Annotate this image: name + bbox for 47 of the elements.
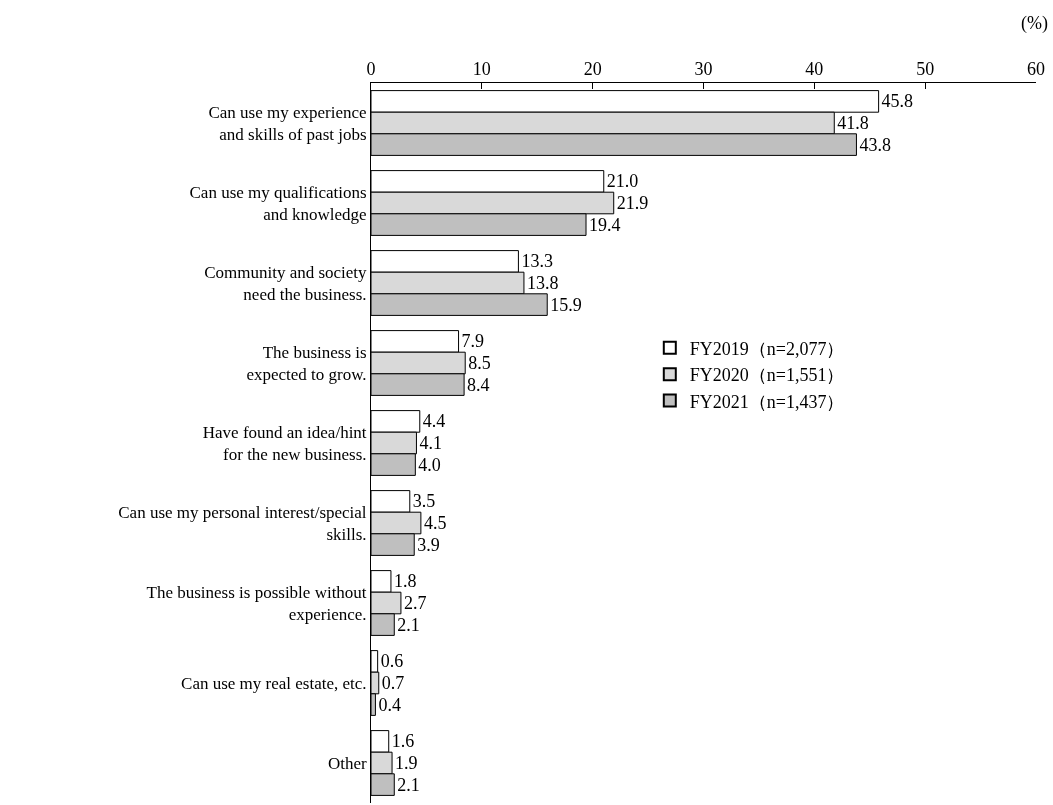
x-tick-label: 40: [805, 58, 824, 79]
x-tick-label: 20: [583, 58, 602, 79]
data-label: 0.6: [380, 651, 404, 672]
x-tick-label: 0: [366, 58, 376, 79]
x-tick-label: 60: [1027, 58, 1045, 79]
data-label: 1.8: [393, 571, 417, 592]
y-tick-label: Can use my personal interest/special skills.: [118, 502, 367, 544]
legend-label: FY2020（n=1,551）: [689, 365, 845, 386]
data-label: 3.9: [417, 534, 440, 555]
data-label: 2.7: [403, 593, 427, 613]
y-tick-label: Community and society need the business.: [204, 262, 368, 304]
data-label: 13.3: [521, 251, 553, 272]
y-tick-label: Can use my qualifications and knowledge: [189, 182, 367, 224]
data-label: 21.9: [616, 193, 649, 213]
data-label: 19.4: [589, 214, 621, 235]
data-label: 4.1: [419, 433, 442, 453]
text: (%): [1021, 13, 1048, 34]
data-label: 15.9: [550, 294, 582, 315]
data-label: 4.5: [423, 513, 447, 533]
data-label: 1.9: [395, 753, 418, 773]
x-tick-label: 50: [916, 58, 935, 79]
data-label: 8.5: [468, 353, 491, 373]
data-label: 21.0: [606, 171, 639, 192]
data-label: 4.4: [422, 411, 446, 432]
data-label: 41.8: [837, 113, 869, 133]
x-tick-label: 10: [472, 58, 491, 79]
y-tick-label: Other: [327, 753, 367, 773]
x-tick-label: 30: [694, 58, 713, 79]
data-label: 7.9: [461, 331, 485, 352]
data-label: 13.8: [526, 273, 559, 293]
data-label: 2.1: [397, 614, 420, 635]
data-label: 45.8: [881, 91, 914, 112]
y-tick-label: The business is expected to grow.: [246, 342, 367, 384]
data-label: 43.8: [859, 134, 891, 155]
data-label: 8.4: [467, 374, 490, 395]
data-label: 1.6: [391, 731, 415, 752]
data-label: 4.0: [418, 454, 441, 475]
y-tick-label: Have found an idea/hint for the new business.: [202, 422, 367, 464]
y-tick-label: Can use my experience and skills of past jobs: [208, 102, 367, 144]
data-label: 0.4: [378, 694, 401, 715]
y-tick-label: The business is possible without experience.: [146, 582, 367, 624]
legend-label: FY2019（n=2,077）: [689, 338, 845, 359]
data-label: 2.1: [397, 774, 420, 795]
data-label: 3.5: [412, 491, 436, 512]
y-tick-label: Can use my real estate, etc.: [181, 673, 367, 693]
data-label: 0.7: [381, 673, 405, 693]
legend-label: FY2021（n=1,437）: [689, 391, 845, 412]
